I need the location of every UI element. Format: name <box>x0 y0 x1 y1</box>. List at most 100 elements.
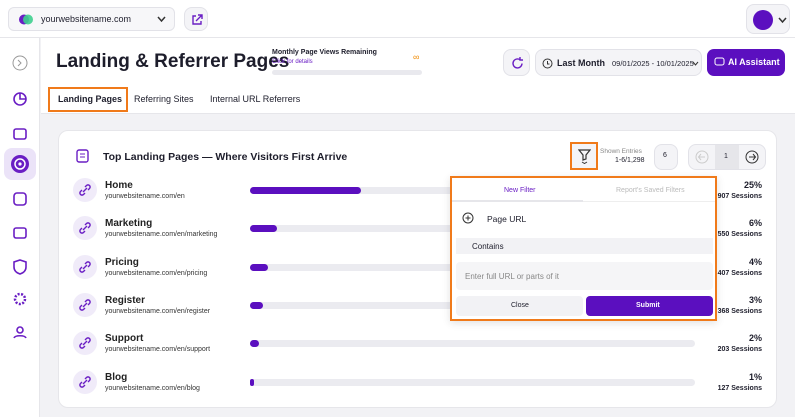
sidebar <box>0 38 40 417</box>
chevron <box>692 61 699 66</box>
refresh-button[interactable] <box>503 49 530 76</box>
row-url: yourwebsitename.com/en/support <box>105 346 211 354</box>
page-title: Landing & Referrer Pages <box>56 51 290 72</box>
row-icon <box>73 292 97 317</box>
filter-tab-active[interactable]: New Filter <box>452 178 583 202</box>
filter-field[interactable]: Page URL <box>487 214 527 224</box>
link-icon <box>79 375 91 388</box>
sessions: 907 Sessions <box>717 193 762 200</box>
row-url: yourwebsitename.com/en/register <box>105 307 211 315</box>
filter-tab: New Filter <box>504 187 536 194</box>
open-icon <box>192 14 203 25</box>
nav-shop[interactable] <box>9 122 31 144</box>
nav-chat[interactable] <box>9 222 31 244</box>
page-size-select[interactable]: 6 <box>654 144 678 170</box>
row-name: Support <box>105 333 144 345</box>
close-button[interactable]: Close <box>456 296 583 316</box>
pagination: 1 <box>688 144 766 170</box>
site-selector[interactable]: yourwebsitename.com <box>8 7 175 31</box>
bar <box>250 225 277 233</box>
bar-track <box>250 340 695 348</box>
percent: 3% <box>748 294 762 305</box>
prev-page[interactable] <box>695 150 709 164</box>
link-icon <box>79 299 91 311</box>
row-name: Blog <box>105 371 128 383</box>
filter-tab: Report's Saved Filters <box>616 187 685 194</box>
shown-label: Shown Entries <box>600 148 642 155</box>
operator-row[interactable]: Contains <box>456 238 713 254</box>
percent: 6% <box>748 218 762 229</box>
shown-range: 1-6/1,298 <box>615 157 645 164</box>
percent: 2% <box>748 333 762 344</box>
bar-track <box>250 378 695 386</box>
row-url: yourwebsitename.com/en/blog <box>105 384 200 392</box>
date-range: 09/01/2025 - 10/01/2025 <box>612 59 694 68</box>
filter-operator: Contains <box>472 242 504 251</box>
bar <box>250 301 264 309</box>
site-name: yourwebsitename.com <box>41 14 132 24</box>
ai-assistant-button[interactable]: AI Assistant <box>707 49 785 76</box>
row-name: Pricing <box>105 256 139 268</box>
filter-tab-saved[interactable]: Report's Saved Filters <box>583 178 715 202</box>
nav-scan[interactable] <box>9 188 31 210</box>
row-name: Marketing <box>105 218 153 230</box>
account-menu[interactable] <box>746 4 790 34</box>
row-url: yourwebsitename.com/en <box>105 193 185 200</box>
next-page[interactable] <box>745 150 759 164</box>
avatar <box>753 10 787 30</box>
sessions: 550 Sessions <box>717 231 762 239</box>
row-name: Home <box>105 180 133 191</box>
ai-icon <box>714 57 725 66</box>
row-url: yourwebsitename.com/en/marketing <box>105 231 218 239</box>
nav-dashboard[interactable] <box>9 88 31 110</box>
nav-settings[interactable] <box>9 288 31 310</box>
sessions: 203 Sessions <box>717 346 762 354</box>
filter-button[interactable] <box>570 142 598 170</box>
card-title: Top Landing Pages — Where Visitors First… <box>103 151 348 163</box>
quota-link[interactable]: Click for details <box>272 59 313 65</box>
link-icon <box>79 260 91 273</box>
period-selector[interactable]: Last Month 09/01/2025 - 10/01/2025 <box>535 49 702 76</box>
nav-collapse[interactable] <box>9 52 31 74</box>
quota-label: Monthly Page Views Remaining <box>272 49 377 56</box>
percent: 4% <box>748 256 762 267</box>
nav-profile[interactable] <box>9 321 31 343</box>
nav-shield[interactable] <box>9 256 31 278</box>
site-logo <box>19 14 33 25</box>
submit-button[interactable]: Submit <box>586 296 713 316</box>
ai-label: AI Assistant <box>728 57 780 67</box>
chevron <box>157 16 166 23</box>
add-icon <box>462 212 474 224</box>
current-page-box <box>715 145 739 169</box>
row-icon <box>73 216 97 241</box>
row-icon <box>73 254 97 279</box>
tab[interactable]: Landing Pages <box>58 94 123 104</box>
page-size: 6 <box>663 152 667 159</box>
row-url: yourwebsitename.com/en/pricing <box>105 269 208 277</box>
row-icon <box>73 369 97 394</box>
tab[interactable]: Internal URL Referrers <box>210 94 301 104</box>
row-icon <box>73 178 97 202</box>
tab[interactable]: Referring Sites <box>134 94 194 104</box>
submit-label: Submit <box>636 302 660 309</box>
current-page: 1 <box>724 153 728 160</box>
row-name: Register <box>105 294 146 306</box>
link-icon <box>79 337 91 349</box>
bar <box>250 340 259 348</box>
open-site-button[interactable] <box>184 7 208 31</box>
filter-icon <box>578 149 591 164</box>
sessions: 368 Sessions <box>717 307 762 315</box>
link-icon <box>79 184 91 196</box>
sessions: 407 Sessions <box>717 269 762 277</box>
row-icon <box>73 331 97 356</box>
refresh-icon <box>512 57 523 69</box>
close-label: Close <box>511 302 529 309</box>
input-placeholder: Enter full URL or parts of it <box>465 272 559 281</box>
period-label: Last Month <box>557 58 605 68</box>
percent: 1% <box>748 371 762 382</box>
filter-popup: New Filter Report's Saved Filters Page U… <box>450 176 717 321</box>
clock-icon <box>542 58 553 69</box>
nav-analytics[interactable] <box>9 153 31 175</box>
url-input[interactable]: Enter full URL or parts of it <box>456 262 713 290</box>
